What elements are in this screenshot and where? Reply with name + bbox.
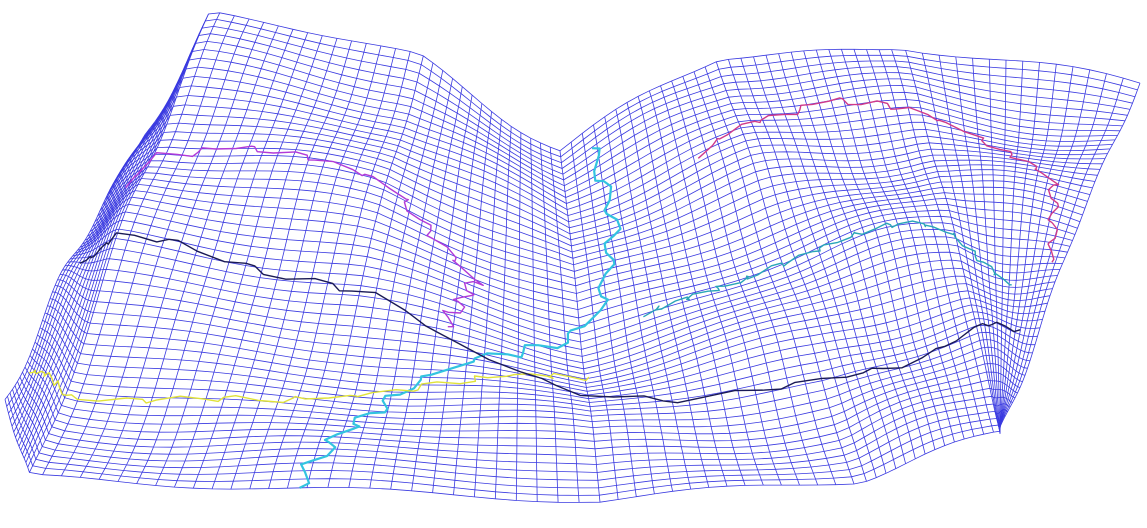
mesh-col-line	[637, 96, 728, 487]
mesh-col-line	[230, 43, 367, 490]
mesh-col-line	[790, 51, 916, 459]
mesh-col-line	[530, 138, 538, 502]
mesh-col-line	[211, 40, 352, 490]
mesh-col-line	[327, 62, 434, 488]
mesh-col-line	[626, 102, 710, 488]
mesh-col-line	[22, 53, 191, 455]
mesh-col-line	[972, 58, 1001, 434]
mesh-col-line	[249, 45, 382, 490]
mesh-col-line	[61, 15, 235, 476]
mesh-col-line	[765, 55, 897, 469]
mesh-col-line	[474, 119, 502, 497]
mesh-col-line	[136, 29, 294, 484]
mesh-col-line	[999, 62, 1040, 430]
mesh-col-line	[29, 13, 209, 473]
mesh-col-line	[803, 50, 926, 455]
valley-channel-line	[299, 147, 622, 489]
mesh-col-line	[117, 25, 279, 482]
mesh-col-line	[891, 49, 994, 433]
mesh-col-line	[79, 18, 250, 478]
mesh-col-line	[999, 77, 1124, 427]
mesh-col-line	[20, 63, 187, 451]
mesh-col-line	[648, 90, 746, 486]
mesh-row-line	[82, 203, 1078, 311]
mesh-col-line	[671, 80, 782, 486]
mesh-col-line	[828, 49, 946, 446]
mesh-col-line	[348, 70, 444, 488]
mesh-col-line	[42, 12, 221, 475]
mesh-col-line	[494, 126, 512, 499]
mesh-col-line	[11, 109, 164, 427]
mesh-col-line	[16, 83, 178, 443]
wireframe-mesh	[4, 12, 1141, 503]
mesh-row-line	[4, 399, 1001, 503]
mesh-col-line	[999, 82, 1141, 428]
mesh-col-line	[815, 49, 936, 450]
mesh-col-line	[905, 50, 1001, 432]
mesh-row-line	[122, 85, 1118, 204]
mesh-col-line	[549, 147, 580, 503]
ridge-line-2-line	[125, 145, 484, 328]
mesh-col-line	[287, 51, 411, 489]
mesh-col-line	[938, 55, 1001, 434]
mesh-col-line	[921, 53, 1001, 433]
mesh-col-line	[306, 55, 424, 488]
mesh-col-line	[778, 53, 906, 464]
mesh-col-line	[25, 33, 200, 463]
mesh-col-line	[682, 76, 800, 486]
mesh-row-line	[99, 160, 1096, 259]
mesh-col-line	[155, 32, 309, 486]
mesh-col-line	[999, 60, 1007, 433]
contour-dark-line	[79, 232, 1021, 404]
tributary-1-line	[28, 369, 590, 404]
mesh-col-line	[604, 116, 673, 492]
mesh-row-line	[44, 311, 1041, 400]
mesh-col-line	[559, 150, 601, 503]
mesh-col-line	[18, 73, 182, 447]
mesh-col-line	[192, 38, 338, 489]
mesh-col-line	[740, 58, 877, 478]
mesh-col-line	[581, 133, 637, 497]
mesh-col-line	[878, 49, 985, 435]
ridge-line-1-line	[697, 97, 1060, 263]
mesh-col-line	[15, 92, 173, 438]
mesh-col-line	[693, 71, 819, 486]
mesh-col-line	[999, 69, 1091, 427]
mesh-col-line	[540, 142, 559, 503]
mesh-row-line	[62, 259, 1058, 370]
mesh-col-line	[704, 66, 837, 485]
mesh-col-line	[999, 64, 1057, 428]
mesh-col-line	[593, 124, 655, 494]
mesh-col-line	[268, 48, 396, 489]
mesh-col-line	[390, 86, 463, 490]
mesh-col-line	[999, 73, 1107, 427]
mesh-col-line	[853, 49, 965, 440]
mesh-row-line	[49, 297, 1046, 392]
mesh-col-line	[515, 132, 522, 501]
mesh-col-line	[369, 78, 453, 489]
mesh-col-line	[432, 103, 483, 493]
mesh-col-line	[453, 111, 492, 495]
mesh-col-line	[999, 61, 1024, 431]
mesh-row-line	[127, 66, 1123, 193]
mesh-col-line	[999, 66, 1074, 427]
mesh-col-line	[753, 56, 887, 474]
mesh-col-line	[411, 95, 473, 491]
mesh-col-line	[27, 23, 205, 468]
mesh-col-line	[660, 85, 764, 486]
mesh-col-line	[955, 56, 1001, 434]
mesh-col-line	[988, 59, 1001, 434]
mesh-col-line	[715, 61, 855, 485]
mesh-col-line	[174, 35, 323, 488]
mesh-col-line	[570, 142, 619, 500]
contour-teal-line	[643, 220, 1012, 318]
mesh-col-line	[23, 43, 196, 459]
overlay-lines	[28, 97, 1060, 489]
